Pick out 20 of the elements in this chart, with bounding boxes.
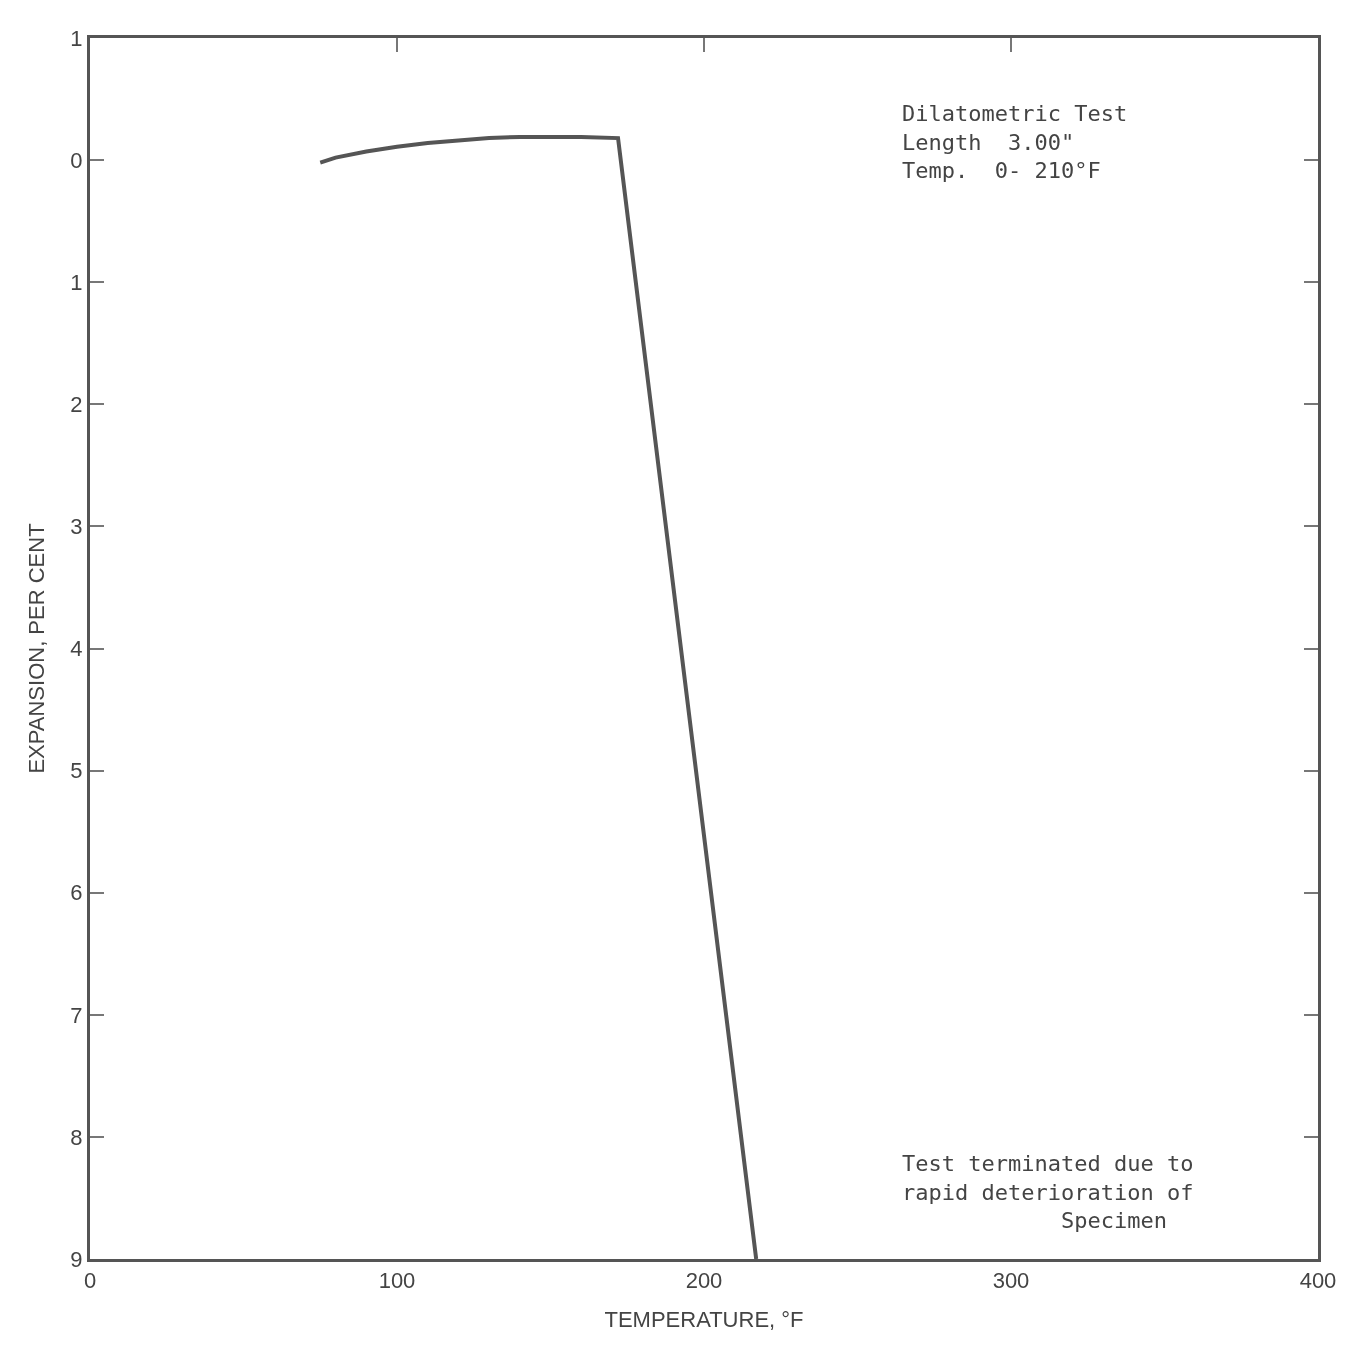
y-tick-label: 1 (70, 25, 83, 51)
y-tick-label: 2 (70, 392, 83, 417)
x-tick-label: 400 (1299, 1268, 1337, 1294)
y-tick-label: 1 (70, 269, 83, 295)
line-series (318, 134, 759, 1259)
x-axis-title: TEMPERATURE, °F (604, 1307, 804, 1333)
x-tick-label: 300 (992, 1268, 1030, 1294)
y-tick-label: 7 (70, 1002, 83, 1028)
y-tick-label: 4 (70, 636, 83, 662)
y-tick-label: 0 (70, 147, 83, 173)
y-tick-label: 9 (70, 1246, 83, 1272)
annotation: Dilatometric Test Length 3.00" Temp. 0- 210°F (902, 101, 1128, 184)
annotation: Test terminated due to rapid deterioration of Specimen (902, 1151, 1194, 1234)
y-tick-label: 3 (70, 514, 83, 540)
x-tick-label: 200 (685, 1268, 723, 1294)
y-tick-label: 6 (70, 880, 83, 906)
y-axis-title: EXPANSION, PER CENT (24, 523, 50, 774)
x-tick-label: 100 (378, 1268, 416, 1294)
y-tick-label: 8 (70, 1124, 83, 1150)
y-tick-label: 5 (70, 758, 83, 784)
